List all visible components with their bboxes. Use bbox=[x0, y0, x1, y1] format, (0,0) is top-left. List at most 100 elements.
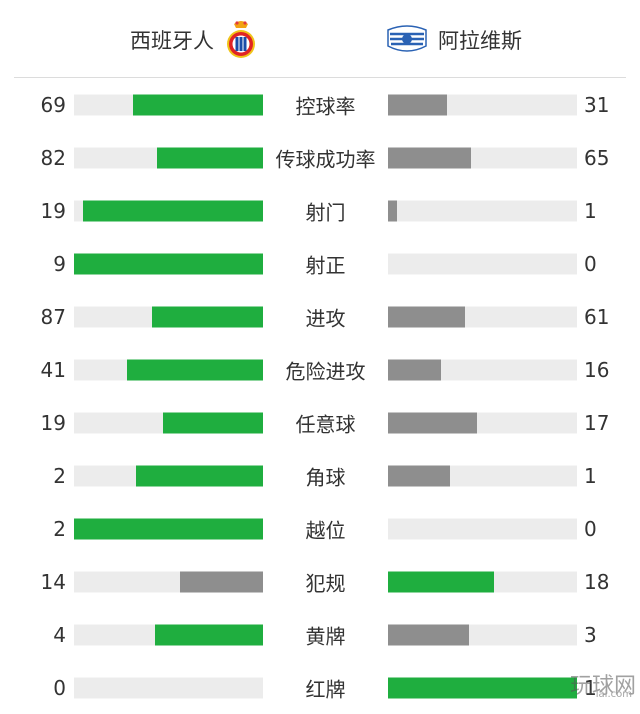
home-bar bbox=[74, 306, 263, 327]
home-bar-fill bbox=[132, 94, 263, 115]
watermark-text: 玩球网 bbox=[569, 674, 636, 699]
home-bar bbox=[74, 571, 263, 592]
away-bar bbox=[388, 200, 577, 221]
home-value: 0 bbox=[53, 675, 66, 700]
stat-label: 犯规 bbox=[305, 571, 346, 595]
away-value: 18 bbox=[584, 569, 610, 594]
header-divider bbox=[14, 77, 626, 78]
away-bar bbox=[388, 94, 577, 115]
home-bar bbox=[74, 359, 263, 380]
home-bar bbox=[74, 677, 263, 698]
home-value: 19 bbox=[40, 410, 66, 435]
away-bar bbox=[388, 518, 577, 539]
away-bar-fill bbox=[388, 306, 466, 327]
away-bar-fill bbox=[388, 359, 441, 380]
home-value: 69 bbox=[40, 92, 66, 117]
away-bar bbox=[388, 624, 577, 645]
stat-row-pass-accuracy: 82 传球成功率 65 bbox=[0, 131, 640, 184]
stat-label: 传球成功率 bbox=[275, 147, 376, 171]
stat-row-shots: 19 射门 1 bbox=[0, 184, 640, 237]
stat-label: 控球率 bbox=[295, 94, 356, 118]
away-bar bbox=[388, 412, 577, 433]
away-bar bbox=[388, 306, 577, 327]
home-value: 41 bbox=[40, 357, 66, 382]
away-bar bbox=[388, 677, 577, 698]
away-bar-fill bbox=[388, 412, 477, 433]
home-bar-fill bbox=[179, 571, 263, 592]
home-bar bbox=[74, 518, 263, 539]
away-value: 1 bbox=[584, 198, 597, 223]
away-team-name: 阿拉维斯 bbox=[438, 29, 522, 53]
home-value: 2 bbox=[53, 463, 66, 488]
home-team[interactable]: 西班牙人 bbox=[130, 18, 256, 62]
stat-label: 射门 bbox=[305, 200, 346, 224]
home-value: 19 bbox=[40, 198, 66, 223]
home-bar bbox=[74, 624, 263, 645]
home-value: 87 bbox=[40, 304, 66, 329]
away-value: 61 bbox=[584, 304, 610, 329]
home-bar-fill bbox=[155, 624, 263, 645]
home-bar bbox=[74, 94, 263, 115]
stat-label: 危险进攻 bbox=[285, 359, 366, 383]
stat-label: 进攻 bbox=[305, 306, 346, 330]
home-bar-fill bbox=[136, 465, 263, 486]
home-value: 4 bbox=[53, 622, 66, 647]
away-bar-fill bbox=[388, 94, 447, 115]
away-value: 65 bbox=[584, 145, 610, 170]
match-header: 西班牙人 阿拉维斯 bbox=[0, 0, 640, 78]
stat-row-attacks: 87 进攻 61 bbox=[0, 290, 640, 343]
home-value: 14 bbox=[40, 569, 66, 594]
home-value: 82 bbox=[40, 145, 66, 170]
home-bar-fill bbox=[74, 518, 263, 539]
espanyol-crest-icon bbox=[227, 21, 255, 58]
away-bar-fill bbox=[388, 571, 494, 592]
stat-row-fouls: 14 犯规 18 bbox=[0, 555, 640, 608]
stat-row-shots-on-target: 9 射正 0 bbox=[0, 237, 640, 290]
away-bar bbox=[388, 359, 577, 380]
away-value: 0 bbox=[584, 516, 597, 541]
away-bar bbox=[388, 571, 577, 592]
home-bar bbox=[74, 253, 263, 274]
home-bar bbox=[74, 147, 263, 168]
home-bar bbox=[74, 412, 263, 433]
stat-row-free-kicks: 19 任意球 17 bbox=[0, 396, 640, 449]
alaves-crest-icon bbox=[387, 25, 427, 52]
away-bar-fill bbox=[388, 624, 470, 645]
stat-row-red-cards: 0 红牌 1 bbox=[0, 661, 640, 714]
home-value: 9 bbox=[53, 251, 66, 276]
home-value: 2 bbox=[53, 516, 66, 541]
away-value: 1 bbox=[584, 675, 597, 700]
home-bar-fill bbox=[162, 412, 263, 433]
stat-label: 越位 bbox=[305, 518, 346, 542]
home-bar-fill bbox=[74, 253, 263, 274]
away-bar bbox=[388, 465, 577, 486]
away-bar-fill bbox=[388, 465, 451, 486]
away-value: 31 bbox=[584, 92, 610, 117]
home-bar-fill bbox=[151, 306, 263, 327]
home-bar bbox=[74, 465, 263, 486]
away-bar-fill bbox=[388, 677, 577, 698]
stat-row-possession: 69 控球率 31 bbox=[0, 78, 640, 131]
away-bar bbox=[388, 147, 577, 168]
home-bar-fill bbox=[83, 200, 263, 221]
stat-label: 射正 bbox=[305, 253, 346, 277]
away-value: 1 bbox=[584, 463, 597, 488]
stat-label: 任意球 bbox=[295, 412, 356, 436]
away-value: 0 bbox=[584, 251, 597, 276]
home-bar-fill bbox=[126, 359, 263, 380]
stat-row-corners: 2 角球 1 bbox=[0, 449, 640, 502]
away-value: 3 bbox=[584, 622, 597, 647]
home-bar bbox=[74, 200, 263, 221]
away-bar-fill bbox=[388, 200, 398, 221]
stat-label: 黄牌 bbox=[305, 624, 346, 648]
site-watermark: 玩球网 lai.com bbox=[569, 674, 636, 701]
away-team[interactable]: 阿拉维斯 bbox=[384, 18, 522, 62]
watermark-subtext: lai.com bbox=[595, 689, 632, 700]
stat-label: 红牌 bbox=[305, 677, 346, 701]
away-value: 17 bbox=[584, 410, 610, 435]
stat-label: 角球 bbox=[305, 465, 346, 489]
away-bar bbox=[388, 253, 577, 274]
away-value: 16 bbox=[584, 357, 610, 382]
home-team-name: 西班牙人 bbox=[130, 29, 214, 53]
home-bar-fill bbox=[157, 147, 263, 168]
